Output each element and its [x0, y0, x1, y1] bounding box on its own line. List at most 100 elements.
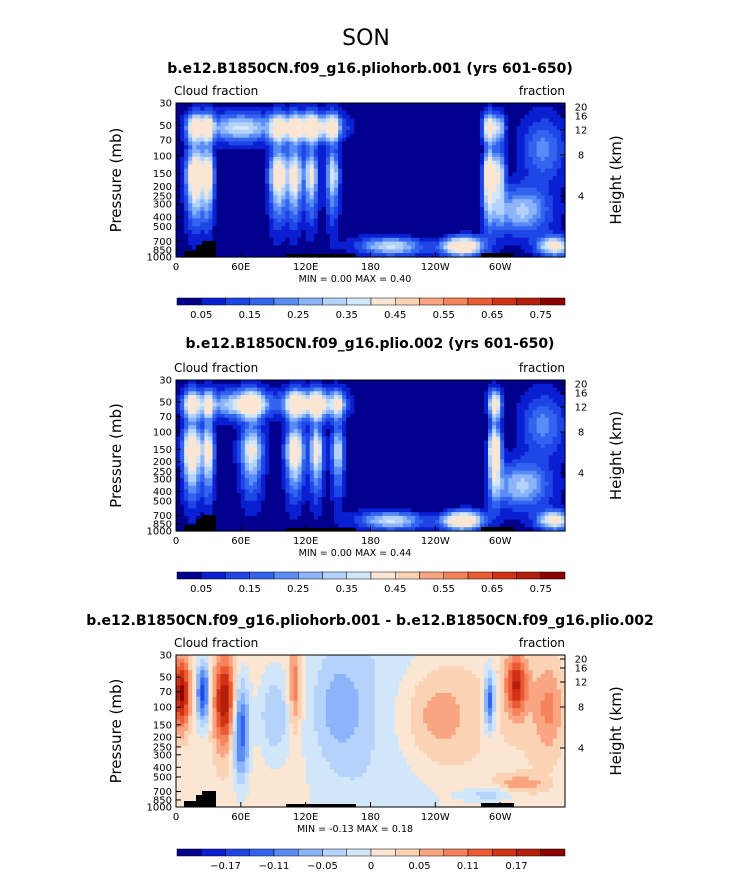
heatmap-cell [447, 115, 452, 119]
heatmap-cell [468, 107, 473, 111]
heatmap-cell [415, 165, 420, 169]
heatmap-cell [484, 165, 489, 169]
heatmap-cell [488, 203, 493, 207]
heatmap-cell [456, 103, 461, 107]
heatmap-cell [249, 388, 254, 392]
heatmap-cell [358, 165, 363, 169]
heatmap-cell [322, 219, 327, 223]
heatmap-cell [310, 180, 315, 184]
heatmap-cell [306, 195, 311, 199]
heatmap-cell [387, 234, 392, 238]
heatmap-cell [314, 410, 319, 414]
heatmap-cell [383, 384, 388, 388]
heatmap-cell [322, 111, 327, 115]
heatmap-cell [269, 138, 274, 142]
heatmap-cell [439, 399, 444, 403]
heatmap-cell [294, 180, 299, 184]
heatmap-cell [229, 153, 234, 157]
heatmap-cell [399, 222, 404, 226]
heatmap-cell [427, 403, 432, 407]
heatmap-cell [338, 410, 343, 414]
heatmap-cell [419, 126, 424, 130]
heatmap-cell [480, 222, 485, 226]
heatmap-cell [399, 211, 404, 215]
heatmap-cell [237, 215, 242, 219]
heatmap-cell [281, 157, 286, 161]
heatmap-cell [212, 234, 217, 238]
heatmap-cell [419, 122, 424, 126]
heatmap-cell [322, 149, 327, 153]
heatmap-cell [488, 388, 493, 392]
heatmap-cell [537, 130, 542, 134]
heatmap-cell [326, 142, 331, 146]
heatmap-cell [192, 215, 197, 219]
heatmap-cell [464, 199, 469, 203]
heatmap-cell [472, 203, 477, 207]
heatmap-cell [188, 238, 193, 242]
heatmap-cell [302, 199, 307, 203]
heatmap-cell [285, 219, 290, 223]
heatmap-cell [476, 168, 481, 172]
heatmap-cell [533, 192, 538, 196]
heatmap-cell [233, 157, 238, 161]
heatmap-cell [524, 153, 529, 157]
heatmap-cell [358, 406, 363, 410]
heatmap-cell [411, 111, 416, 115]
heatmap-cell [229, 134, 234, 138]
heatmap-cell [245, 172, 250, 176]
heatmap-cell [496, 230, 501, 234]
heatmap-cell [338, 122, 343, 126]
heatmap-cell [249, 118, 254, 122]
heatmap-cell [557, 203, 562, 207]
heatmap-cell [383, 406, 388, 410]
heatmap-cell [217, 192, 222, 196]
heatmap-cell [468, 142, 473, 146]
heatmap-cell [225, 161, 230, 165]
heatmap-cell [488, 410, 493, 414]
heatmap-cell [200, 230, 205, 234]
heatmap-cell [261, 168, 266, 172]
heatmap-cell [508, 195, 513, 199]
heatmap-cell [480, 395, 485, 399]
heatmap-cell [407, 165, 412, 169]
heatmap-cell [330, 176, 335, 180]
heatmap-cell [545, 103, 550, 107]
heatmap-cell [261, 145, 266, 149]
left-label: Cloud fraction [174, 361, 258, 375]
heatmap-cell [261, 418, 266, 422]
colorbar-swatch [420, 298, 444, 305]
heatmap-cell [366, 115, 371, 119]
heatmap-cell [196, 403, 201, 407]
heatmap-cell [261, 165, 266, 169]
heatmap-cell [371, 230, 376, 234]
heatmap-cell [204, 103, 209, 107]
heatmap-cell [435, 249, 440, 253]
heatmap-cell [322, 172, 327, 176]
heatmap-cell [549, 211, 554, 215]
heatmap-cell [241, 219, 246, 223]
heatmap-cell [273, 418, 278, 422]
heatmap-cell [188, 219, 193, 223]
heatmap-cell [310, 103, 315, 107]
heatmap-cell [541, 111, 546, 115]
heatmap-cell [371, 207, 376, 211]
heatmap-cell [330, 153, 335, 157]
heatmap-cell [468, 211, 473, 215]
heatmap-cell [529, 414, 534, 418]
heatmap-cell [371, 115, 376, 119]
heatmap-cell [350, 195, 355, 199]
heatmap-cell [366, 153, 371, 157]
heatmap-cell [399, 176, 404, 180]
heatmap-cell [419, 176, 424, 180]
heatmap-cell [516, 172, 521, 176]
heatmap-cell [557, 168, 562, 172]
heatmap-cell [447, 226, 452, 230]
heatmap-cell [496, 380, 501, 384]
heatmap-cell [545, 111, 550, 115]
heatmap-cell [484, 203, 489, 207]
heatmap-cell [314, 219, 319, 223]
heatmap-cell [212, 176, 217, 180]
heatmap-cell [350, 215, 355, 219]
heatmap-cell [480, 203, 485, 207]
